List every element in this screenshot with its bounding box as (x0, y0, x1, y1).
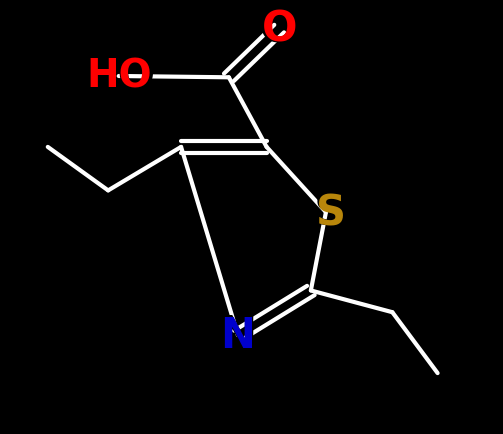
Text: HO: HO (86, 58, 151, 96)
Text: O: O (262, 9, 297, 50)
Text: N: N (220, 315, 256, 356)
Text: S: S (314, 190, 348, 235)
Text: HO: HO (81, 56, 156, 98)
Text: O: O (259, 7, 299, 52)
Text: S: S (316, 192, 346, 233)
Text: N: N (218, 313, 258, 358)
